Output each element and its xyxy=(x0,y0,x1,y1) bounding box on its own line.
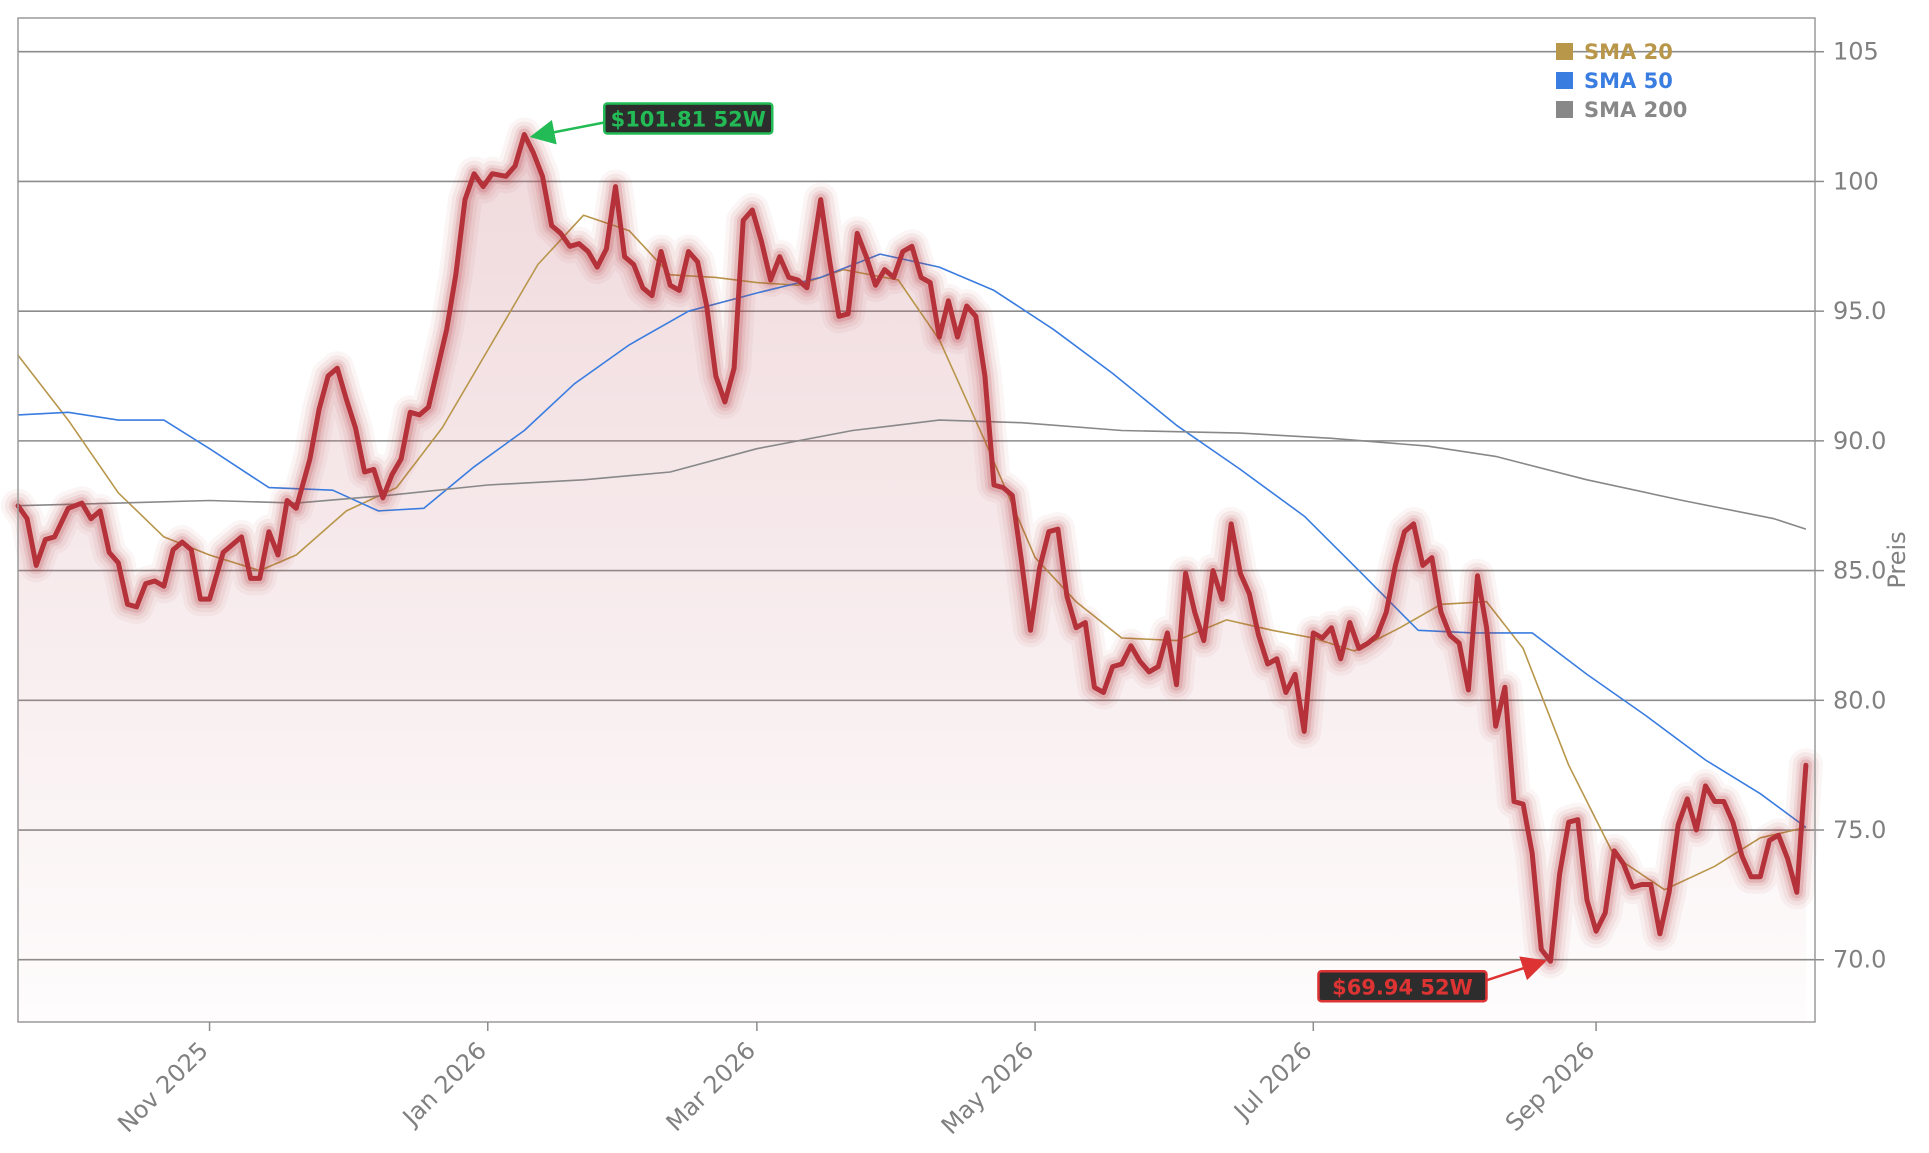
legend-label-0: SMA 20 xyxy=(1584,40,1673,64)
y-tick-label-1: 75.0 xyxy=(1833,816,1886,844)
y-tick-label-6: 100 xyxy=(1833,167,1879,195)
y-tick-label-4: 90.0 xyxy=(1833,427,1886,455)
plot-frame xyxy=(17,17,1816,1023)
annotation-box-high xyxy=(603,102,774,135)
x-tick-label-4: Jul 2026 xyxy=(1227,1036,1317,1126)
x-tick-label-3: May 2026 xyxy=(936,1036,1039,1139)
x-tick-label-5: Sep 2026 xyxy=(1500,1036,1600,1136)
annotation-label-high: $101.81 52W xyxy=(611,107,766,131)
y-axis: 70.0 75.0 80.0 85.0 90.0 95.0 100 105 xyxy=(1815,38,1886,974)
series-line-sma-200 xyxy=(17,419,1807,530)
x-tick-label-1: Jan 2026 xyxy=(396,1036,492,1132)
legend-swatch-1 xyxy=(1556,72,1573,89)
annotation-label-low: $69.94 52W xyxy=(1332,975,1473,999)
legend-swatch-0 xyxy=(1556,43,1573,60)
y-axis-title: Preis xyxy=(1883,531,1911,588)
x-axis: Nov 2025 Jan 2026 Mar 2026 May 2026 Jul 2026… xyxy=(112,1022,1600,1140)
series-lines xyxy=(1,117,1823,979)
series-line-price xyxy=(15,132,1809,964)
y-tick-label-2: 80.0 xyxy=(1833,686,1886,714)
legend-swatch-2 xyxy=(1556,101,1573,118)
legend: SMA 20 SMA 50 SMA 200 xyxy=(1556,40,1687,122)
annotations: $101.81 52W $69.94 52W xyxy=(529,102,1547,1003)
annotation-arrow-high xyxy=(529,119,605,145)
annotation-arrow-low xyxy=(1486,956,1547,982)
series-line-sma-20 xyxy=(17,214,1807,891)
y-tick-label-0: 70.0 xyxy=(1833,946,1886,974)
annotation-box-low xyxy=(1317,970,1488,1003)
y-tick-label-5: 95.0 xyxy=(1833,297,1886,325)
series-line-sma-50 xyxy=(17,253,1807,829)
y-tick-label-3: 85.0 xyxy=(1833,557,1886,585)
price-area-fill xyxy=(18,134,1806,1022)
price-area xyxy=(18,134,1806,1022)
legend-label-1: SMA 50 xyxy=(1584,69,1673,93)
y-tick-label-7: 105 xyxy=(1833,38,1879,66)
x-tick-label-0: Nov 2025 xyxy=(112,1036,214,1138)
legend-label-2: SMA 200 xyxy=(1584,98,1687,122)
x-tick-label-2: Mar 2026 xyxy=(661,1036,761,1136)
